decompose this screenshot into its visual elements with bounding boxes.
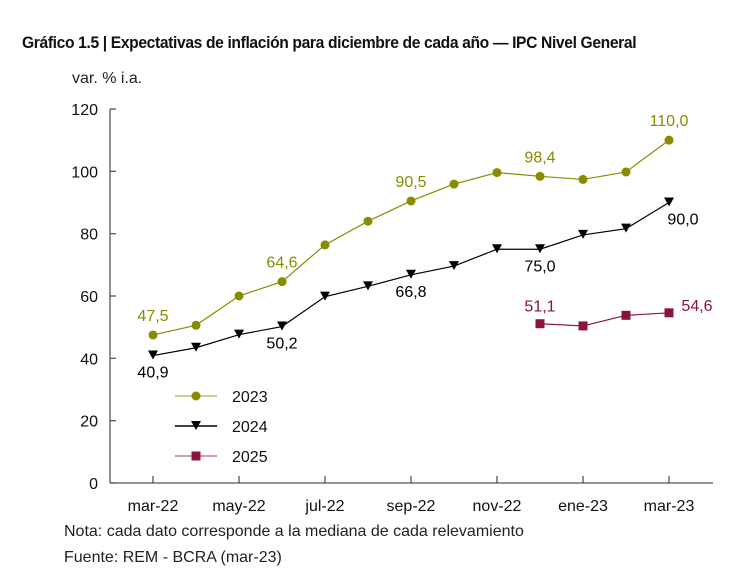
y-tick-label: 60 [80,289,98,306]
data-point-2024 [535,244,545,254]
data-label-2024: 50,2 [266,336,297,353]
y-tick-label: 0 [89,476,98,493]
data-label-2023: 47,5 [137,308,168,325]
data-point-2024 [363,281,373,291]
data-point-2023 [277,277,287,287]
x-tick-label: nov-22 [473,498,522,515]
legend-marker [191,451,201,461]
y-tick-label: 20 [80,414,98,431]
x-tick-label: mar-23 [644,498,695,515]
x-tick-label: may-22 [212,498,265,515]
data-point-2023 [621,167,631,177]
y-tick-label: 100 [71,164,98,181]
legend-marker [191,391,201,401]
data-labels: 47,5 64,6 90,5 98,4 110,0 40,9 50,2 66,8 75,0 90,… [137,113,712,381]
series-2023 [148,135,674,340]
series-layer [148,135,674,360]
data-label-2025: 54,6 [681,298,712,315]
y-tick-label: 120 [71,102,98,119]
data-point-2023 [406,196,416,206]
axes: 0 20 40 60 80 100 120 mar-22 may-22 jul-22 sep-22 n… [71,102,713,515]
data-point-2024 [621,223,631,233]
data-label-2023: 98,4 [524,149,555,166]
data-label-2024: 75,0 [524,258,555,275]
data-point-2023 [535,171,545,181]
x-tick-label: ene-23 [558,498,608,515]
data-point-2024 [191,342,201,352]
data-point-2023 [320,240,330,250]
x-tick-label: mar-22 [128,498,179,515]
data-label-2023: 110,0 [650,113,689,130]
data-point-2024 [406,269,416,279]
data-point-2024 [320,291,330,301]
data-label-2024: 40,9 [137,365,168,382]
x-tick-label: jul-22 [304,498,344,515]
data-point-2024 [492,244,502,254]
data-point-2024 [449,261,459,271]
data-point-2023 [234,291,244,301]
data-point-2024 [277,321,287,331]
data-point-2025 [578,321,588,331]
series-2025 [535,308,674,331]
data-label-2023: 90,5 [395,174,426,191]
series-line-2025 [539,312,670,327]
x-tick-label: sep-22 [387,498,436,515]
series-2024 [148,197,674,360]
legend-item-2025: 2025 [175,449,268,466]
data-point-2024 [234,329,244,339]
data-label-2025: 51,1 [524,299,555,316]
note-text: Nota: cada dato corresponde a la mediana… [64,523,524,540]
legend-item-2023: 2023 [175,389,268,406]
legend-label: 2024 [232,419,268,436]
data-label-2024: 66,8 [395,284,426,301]
legend-label: 2023 [232,389,268,406]
data-point-2023 [664,135,674,145]
data-point-2023 [449,179,459,189]
data-point-2024 [148,350,158,360]
legend-item-2024: 2024 [175,419,268,436]
y-tick-label: 80 [80,227,98,244]
y-axis-label: var. % i.a. [72,70,143,87]
data-point-2023 [191,320,201,330]
chart-title: Gráfico 1.5 | Expectativas de inflación … [22,33,637,52]
legend-label: 2025 [232,449,268,466]
data-label-2024: 90,0 [667,212,698,229]
data-point-2023 [148,330,158,340]
data-point-2023 [363,216,373,226]
series-line-2024 [152,201,670,357]
source-text: Fuente: REM - BCRA (mar-23) [64,549,282,566]
data-point-2023 [492,168,502,178]
data-point-2024 [664,197,674,207]
series-line-2023 [152,139,670,336]
data-point-2025 [664,308,674,318]
data-point-2025 [621,310,631,320]
data-point-2023 [578,174,588,184]
legend: 2023 2024 2025 [175,389,268,466]
data-label-2023: 64,6 [266,255,297,272]
data-point-2024 [578,229,588,239]
legend-marker [191,421,201,430]
data-point-2025 [535,319,545,329]
y-tick-label: 40 [80,351,98,368]
